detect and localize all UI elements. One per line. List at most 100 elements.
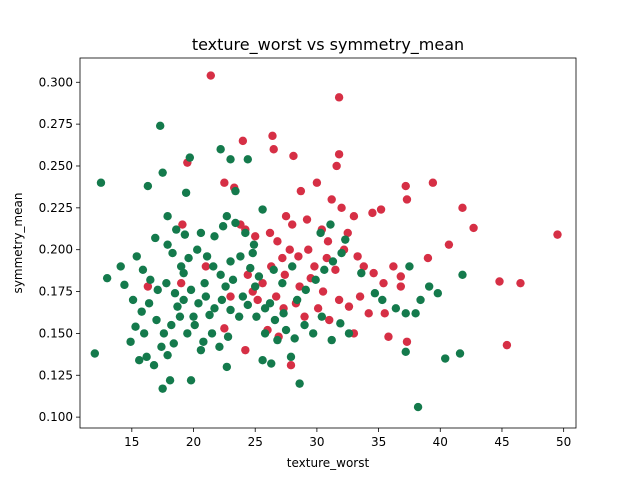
data-point bbox=[210, 304, 219, 313]
data-point bbox=[369, 268, 378, 278]
data-point bbox=[220, 324, 229, 333]
data-point bbox=[186, 376, 196, 385]
data-point bbox=[205, 310, 214, 320]
data-point bbox=[401, 181, 410, 191]
data-point bbox=[155, 121, 165, 131]
data-point bbox=[102, 273, 112, 283]
data-point bbox=[169, 339, 178, 348]
data-point bbox=[126, 337, 135, 346]
x-tick-label: 35 bbox=[371, 435, 386, 449]
y-tick-label: 0.175 bbox=[39, 285, 73, 299]
data-point bbox=[238, 136, 248, 146]
data-point bbox=[158, 384, 167, 393]
data-point bbox=[444, 240, 454, 249]
data-point bbox=[248, 248, 257, 258]
data-point bbox=[344, 329, 354, 338]
y-tick-label: 0.150 bbox=[39, 326, 73, 340]
data-point bbox=[423, 253, 433, 263]
data-point bbox=[289, 151, 298, 161]
data-point bbox=[137, 307, 146, 316]
data-point bbox=[143, 282, 153, 291]
data-point bbox=[402, 337, 412, 346]
x-tick-label: 30 bbox=[309, 435, 324, 449]
data-point bbox=[128, 295, 138, 305]
data-point bbox=[416, 295, 425, 305]
x-tick-label: 50 bbox=[556, 435, 571, 449]
data-point bbox=[281, 325, 291, 335]
x-tick-label: 45 bbox=[494, 435, 509, 449]
data-point bbox=[341, 235, 350, 244]
data-point bbox=[368, 208, 377, 218]
data-point bbox=[301, 285, 310, 295]
data-point bbox=[267, 359, 276, 368]
data-point bbox=[310, 262, 319, 271]
y-tick-label: 0.250 bbox=[39, 159, 73, 173]
data-point bbox=[389, 262, 398, 271]
data-point bbox=[189, 312, 198, 321]
data-point bbox=[260, 329, 270, 338]
data-point bbox=[334, 93, 344, 102]
data-point bbox=[210, 232, 219, 241]
points-layer bbox=[90, 71, 562, 412]
data-point bbox=[258, 205, 267, 214]
data-point bbox=[238, 292, 248, 301]
data-point bbox=[135, 355, 144, 365]
data-point bbox=[343, 228, 352, 238]
data-point bbox=[216, 270, 225, 280]
data-point bbox=[411, 309, 420, 318]
data-point bbox=[185, 153, 195, 162]
data-point bbox=[228, 275, 238, 285]
data-point bbox=[146, 275, 155, 285]
data-point bbox=[165, 376, 175, 385]
data-point bbox=[273, 237, 282, 246]
data-point bbox=[217, 295, 227, 305]
y-tick-label: 0.200 bbox=[39, 243, 73, 257]
data-point bbox=[405, 262, 414, 271]
data-point bbox=[334, 150, 344, 159]
data-point bbox=[243, 300, 253, 310]
data-point bbox=[168, 248, 177, 258]
data-point bbox=[344, 302, 354, 311]
data-point bbox=[413, 402, 423, 412]
data-point bbox=[349, 212, 359, 221]
data-point bbox=[163, 240, 172, 249]
data-point bbox=[139, 329, 149, 338]
data-point bbox=[327, 335, 336, 345]
data-point bbox=[180, 230, 190, 239]
plot-frame bbox=[79, 57, 577, 429]
data-point bbox=[236, 252, 245, 261]
x-tick-label: 15 bbox=[124, 435, 139, 449]
data-point bbox=[223, 332, 233, 341]
data-point bbox=[378, 295, 387, 305]
data-point bbox=[401, 309, 410, 318]
data-point bbox=[258, 278, 267, 288]
data-point bbox=[318, 287, 328, 296]
data-point bbox=[254, 272, 264, 281]
data-point bbox=[370, 289, 380, 298]
data-point bbox=[424, 282, 434, 291]
y-axis: 0.100 0.125 0.150 0.175 0.200 0.225 0.250 0.275… bbox=[39, 75, 80, 424]
data-point bbox=[364, 309, 373, 318]
data-point bbox=[172, 225, 181, 234]
y-tick-label: 0.225 bbox=[39, 201, 73, 215]
data-point bbox=[153, 285, 162, 295]
data-point bbox=[243, 155, 253, 164]
data-point bbox=[226, 257, 235, 266]
data-point bbox=[201, 262, 211, 271]
x-tick-label: 40 bbox=[433, 435, 448, 449]
data-point bbox=[288, 220, 297, 229]
data-point bbox=[326, 220, 335, 229]
y-axis-label: symmetry_mean bbox=[11, 193, 25, 294]
data-point bbox=[396, 282, 405, 291]
data-point bbox=[120, 280, 129, 290]
data-point bbox=[183, 329, 192, 338]
data-point bbox=[131, 322, 140, 331]
data-point bbox=[285, 245, 294, 254]
data-point bbox=[199, 337, 208, 346]
data-point bbox=[265, 299, 275, 308]
data-point bbox=[458, 270, 467, 280]
y-tick-label: 0.125 bbox=[39, 368, 73, 382]
data-point bbox=[270, 315, 280, 325]
data-point bbox=[222, 362, 232, 372]
data-point bbox=[502, 340, 512, 350]
